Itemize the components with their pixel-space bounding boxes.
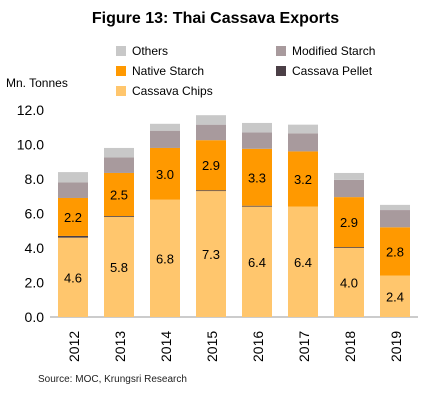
y-tick-label: 6.0 xyxy=(25,206,45,222)
bar-segment-modified-starch xyxy=(196,124,226,141)
data-label: 3.2 xyxy=(294,172,312,187)
bar-segment-cassava-chips xyxy=(104,216,134,317)
legend-item-modified-starch: Modified Starch xyxy=(276,44,375,58)
bar-segment-modified-starch xyxy=(104,157,134,173)
bar-segment-native-starch xyxy=(58,197,88,236)
bar-segment-cassava-pellet xyxy=(196,190,226,192)
source-note: Source: MOC, Krungsri Research xyxy=(38,374,187,385)
data-label: 4.0 xyxy=(340,276,358,291)
x-tick-label: 2017 xyxy=(296,331,312,362)
bar-segment-cassava-chips xyxy=(242,206,272,317)
bar-segment-cassava-chips xyxy=(334,248,364,317)
legend-label-cassava-chips: Cassava Chips xyxy=(132,84,213,98)
bar-segment-native-starch xyxy=(196,140,226,191)
bar-segment-others xyxy=(334,172,364,180)
y-tick-label: 0.0 xyxy=(25,309,45,325)
bar-segment-native-starch xyxy=(242,148,272,206)
legend-swatch-cassava-pellet xyxy=(276,66,286,76)
bar-segment-cassava-chips xyxy=(196,191,226,317)
legend-item-others: Others xyxy=(116,44,168,58)
legend-swatch-native-starch xyxy=(116,66,126,76)
y-tick-label: 2.0 xyxy=(25,275,45,291)
bar-segment-modified-starch xyxy=(288,133,318,152)
x-tick-label: 2018 xyxy=(342,331,358,362)
data-label: 2.8 xyxy=(386,244,404,259)
data-label: 4.6 xyxy=(64,270,82,285)
data-label: 2.4 xyxy=(386,289,404,304)
bar-segment-cassava-chips xyxy=(58,237,88,317)
bar-segment-cassava-pellet xyxy=(104,216,134,217)
bar-segment-modified-starch xyxy=(380,210,410,228)
bar-segment-modified-starch xyxy=(334,179,364,198)
legend-label-others: Others xyxy=(132,44,169,58)
data-label: 5.8 xyxy=(110,260,128,275)
bar-segment-others xyxy=(242,122,272,133)
bar-segment-cassava-pellet xyxy=(58,235,88,238)
data-label: 3.0 xyxy=(156,167,174,182)
bar-segment-others xyxy=(58,172,88,183)
legend-item-cassava-pellet: Cassava Pellet xyxy=(276,64,372,78)
bar-segment-others xyxy=(196,115,226,125)
y-axis-label: Mn. Tonnes xyxy=(6,76,68,90)
bar-segment-modified-starch xyxy=(58,182,88,198)
legend-swatch-cassava-chips xyxy=(116,86,126,96)
bar-segment-native-starch xyxy=(104,172,134,217)
legend-swatch-others xyxy=(116,46,126,56)
x-tick-label: 2013 xyxy=(112,331,128,362)
x-tick-label: 2014 xyxy=(158,331,174,362)
bar-segment-others xyxy=(104,147,134,158)
bar-segment-cassava-chips xyxy=(150,199,180,317)
x-tick-label: 2015 xyxy=(204,331,220,362)
bar-segment-others xyxy=(380,204,410,211)
y-tick-label: 12.0 xyxy=(17,102,44,118)
data-label: 2.5 xyxy=(110,188,128,203)
bar-segment-modified-starch xyxy=(150,130,180,148)
bar-segment-cassava-pellet xyxy=(242,205,272,207)
x-tick-label: 2019 xyxy=(388,331,404,362)
bar-segment-native-starch xyxy=(150,147,180,200)
legend-label-cassava-pellet: Cassava Pellet xyxy=(292,64,373,78)
y-tick-label: 8.0 xyxy=(25,171,45,187)
bar-segment-native-starch xyxy=(334,197,364,248)
bar-segment-cassava-chips xyxy=(288,206,318,317)
data-label: 3.3 xyxy=(248,170,266,185)
legend-item-native-starch: Native Starch xyxy=(116,64,204,78)
data-label: 2.9 xyxy=(340,215,358,230)
bar-segment-cassava-pellet xyxy=(334,247,364,248)
bar-segment-native-starch xyxy=(380,227,410,276)
bar-segment-others xyxy=(150,123,180,131)
data-label: 6.4 xyxy=(248,255,266,270)
y-tick-label: 10.0 xyxy=(17,137,44,153)
legend-label-native-starch: Native Starch xyxy=(132,64,205,78)
data-label: 6.4 xyxy=(294,255,312,270)
data-label: 2.2 xyxy=(64,210,82,225)
data-label: 6.8 xyxy=(156,251,174,266)
data-label: 7.3 xyxy=(202,247,220,262)
data-label: 2.9 xyxy=(202,158,220,173)
bar-segment-modified-starch xyxy=(242,132,272,149)
bar-segment-others xyxy=(288,124,318,134)
legend-label-modified-starch: Modified Starch xyxy=(292,44,376,58)
bar-segment-cassava-chips xyxy=(380,275,410,317)
chart-title: Figure 13: Thai Cassava Exports xyxy=(91,10,340,27)
x-tick-label: 2012 xyxy=(66,331,82,362)
legend-item-cassava-chips: Cassava Chips xyxy=(116,84,213,98)
y-tick-label: 4.0 xyxy=(25,240,45,256)
x-tick-label: 2016 xyxy=(250,331,266,362)
bar-segment-native-starch xyxy=(288,151,318,207)
legend-swatch-modified-starch xyxy=(276,46,286,56)
